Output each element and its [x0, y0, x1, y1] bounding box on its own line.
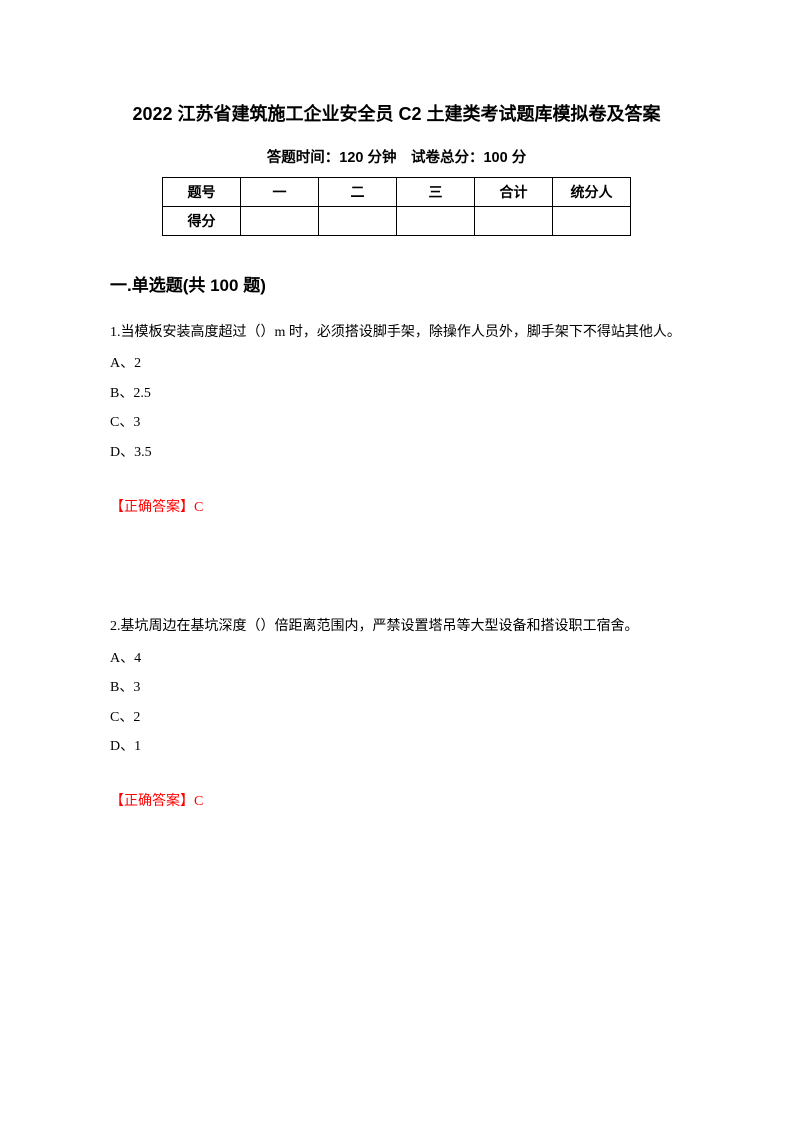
option-c: C、3 — [110, 408, 683, 437]
correct-answer: 【正确答案】C — [110, 787, 683, 816]
question-block: 2.基坑周边在基坑深度（）倍距离范围内，严禁设置塔吊等大型设备和搭设职工宿舍。 … — [110, 612, 683, 816]
exam-subtitle: 答题时间：120 分钟 试卷总分：100 分 — [110, 146, 683, 167]
exam-title: 2022 江苏省建筑施工企业安全员 C2 土建类考试题库模拟卷及答案 — [110, 100, 683, 126]
table-header-cell: 统分人 — [553, 178, 631, 207]
table-cell — [397, 207, 475, 236]
table-cell — [241, 207, 319, 236]
table-header-cell: 一 — [241, 178, 319, 207]
table-cell: 得分 — [163, 207, 241, 236]
section-heading: 一.单选题(共 100 题) — [110, 271, 683, 296]
correct-answer: 【正确答案】C — [110, 493, 683, 522]
option-c: C、2 — [110, 703, 683, 732]
option-d: D、3.5 — [110, 438, 683, 467]
option-a: A、2 — [110, 349, 683, 378]
table-cell — [475, 207, 553, 236]
table-header-cell: 题号 — [163, 178, 241, 207]
question-text: 2.基坑周边在基坑深度（）倍距离范围内，严禁设置塔吊等大型设备和搭设职工宿舍。 — [110, 612, 683, 641]
question-text: 1.当模板安装高度超过（）m 时，必须搭设脚手架，除操作人员外，脚手架下不得站其… — [110, 318, 683, 347]
option-b: B、2.5 — [110, 379, 683, 408]
table-header-cell: 三 — [397, 178, 475, 207]
score-table: 题号 一 二 三 合计 统分人 得分 — [162, 177, 631, 236]
table-cell — [319, 207, 397, 236]
question-block: 1.当模板安装高度超过（）m 时，必须搭设脚手架，除操作人员外，脚手架下不得站其… — [110, 318, 683, 522]
table-row: 题号 一 二 三 合计 统分人 — [163, 178, 631, 207]
option-d: D、1 — [110, 732, 683, 761]
table-header-cell: 二 — [319, 178, 397, 207]
table-cell — [553, 207, 631, 236]
option-b: B、3 — [110, 673, 683, 702]
table-header-cell: 合计 — [475, 178, 553, 207]
table-row: 得分 — [163, 207, 631, 236]
option-a: A、4 — [110, 644, 683, 673]
